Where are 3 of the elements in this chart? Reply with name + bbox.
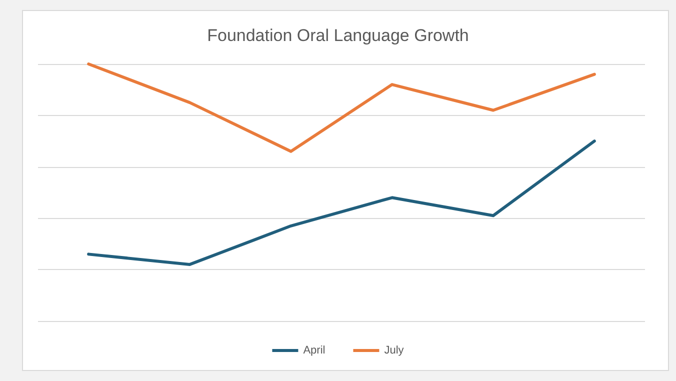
legend-label: July: [384, 344, 404, 356]
chart-title: Foundation Oral Language Growth: [207, 26, 469, 45]
legend-label: April: [303, 344, 326, 356]
